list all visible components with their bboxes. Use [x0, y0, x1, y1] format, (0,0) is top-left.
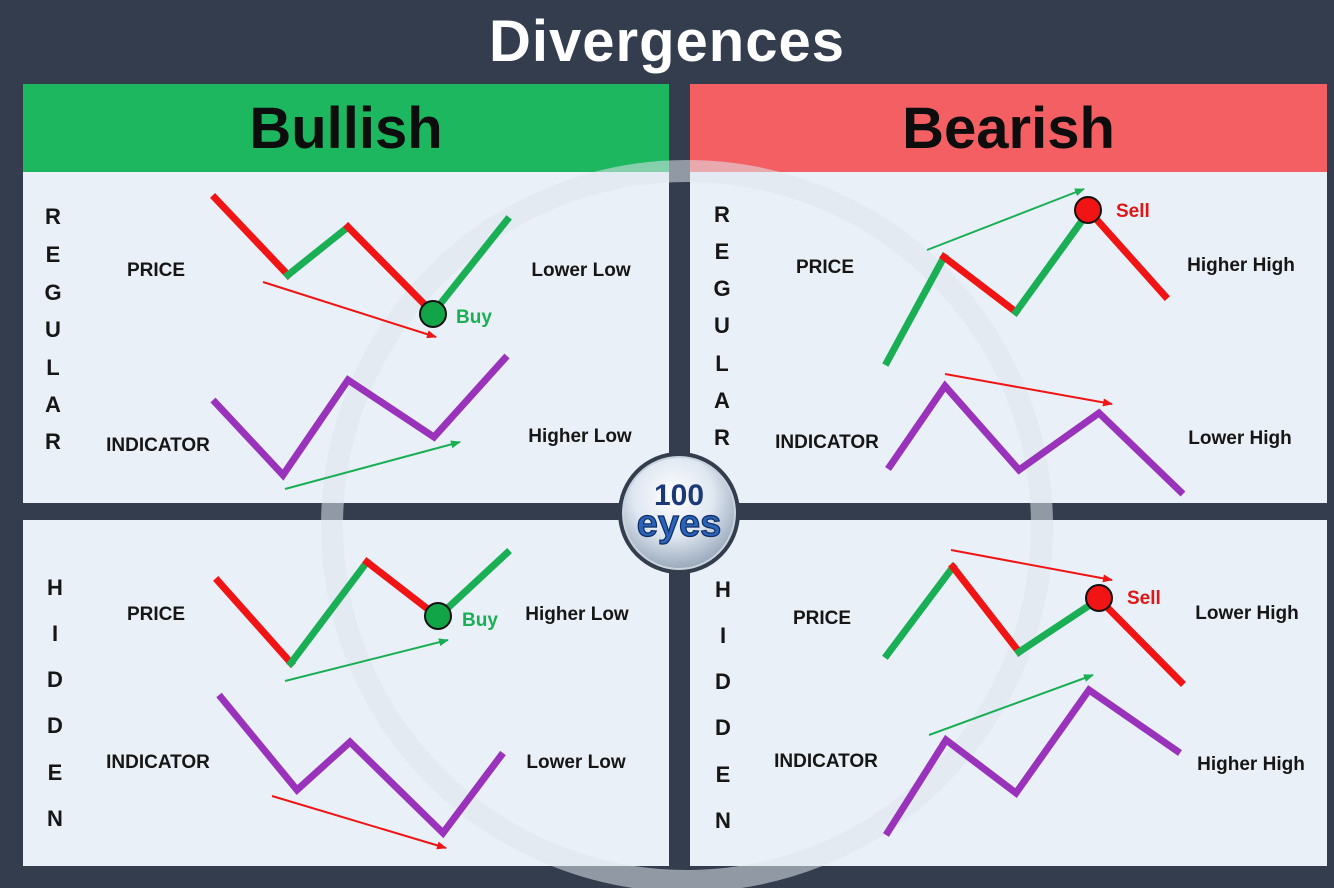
indicator-line: [210, 353, 510, 481]
side-label-bearish-hidden: H I D D E N: [715, 577, 731, 833]
bullish-header: Bullish: [23, 84, 669, 172]
price-line-segment: [210, 193, 293, 280]
side-letter: N: [715, 808, 731, 833]
indicator-label: INDICATOR: [106, 435, 210, 456]
side-letter: E: [716, 762, 731, 787]
indicator-trend-arrow: [928, 674, 1094, 736]
side-letter: L: [715, 351, 728, 376]
price-result-label: Higher Low: [525, 604, 629, 625]
price-trend-arrow: [926, 188, 1085, 251]
indicator-label: INDICATOR: [774, 751, 878, 772]
side-label-bullish-hidden: H I D D E N: [47, 575, 63, 831]
logo-number: 100: [654, 479, 704, 512]
indicator-result-label: Higher High: [1197, 754, 1305, 775]
indicator-line: [216, 692, 506, 839]
indicator-trend-arrow: [271, 795, 447, 850]
eyes-logo: 100 eyes: [618, 452, 740, 574]
price-trend-arrow: [950, 549, 1113, 583]
indicator-line: [883, 685, 1182, 837]
indicator-result-label: Lower High: [1188, 428, 1291, 449]
price-line-segment: [428, 215, 512, 318]
bearish-header: Bearish: [690, 84, 1327, 172]
price-line-segment: [286, 557, 372, 668]
side-letter: G: [713, 276, 730, 301]
indicator-label: INDICATOR: [106, 752, 210, 773]
indicator-trend-arrow: [944, 373, 1113, 407]
indicator-line: [885, 380, 1186, 497]
zigzag-lines: [210, 193, 1186, 839]
price-line-segment: [213, 576, 296, 668]
side-letter: A: [714, 388, 730, 413]
indicator-result-label: Higher Low: [528, 426, 632, 447]
side-letter: I: [720, 623, 726, 648]
side-letter: D: [47, 713, 63, 738]
side-letter: A: [45, 392, 61, 417]
side-letter: I: [52, 621, 58, 646]
buy-label: Buy: [462, 610, 498, 631]
side-letter: R: [45, 204, 61, 229]
side-letter: R: [45, 429, 61, 454]
side-letter: U: [45, 317, 61, 342]
side-letter: N: [47, 806, 63, 831]
side-label-bullish-regular: R E G U L A R: [44, 204, 61, 454]
price-line-segment: [1094, 594, 1186, 687]
indicator-result-label: Lower Low: [526, 752, 625, 773]
side-letter: E: [48, 760, 63, 785]
side-letter: L: [46, 355, 59, 380]
price-label: PRICE: [793, 608, 851, 629]
price-label: PRICE: [127, 260, 185, 281]
side-letter: D: [47, 667, 63, 692]
buy-marker: [419, 300, 447, 328]
price-line-segment: [1084, 206, 1170, 301]
price-line-segment: [362, 557, 443, 622]
price-result-label: Higher High: [1187, 255, 1295, 276]
sell-marker: [1085, 584, 1113, 612]
price-line-segment: [882, 252, 949, 367]
side-letter: H: [47, 575, 63, 600]
buy-marker: [424, 602, 452, 630]
price-result-label: Lower High: [1195, 603, 1298, 624]
side-letter: D: [715, 715, 731, 740]
sell-marker: [1074, 196, 1102, 224]
price-trend-arrow: [262, 281, 437, 339]
buy-label: Buy: [456, 307, 492, 328]
indicator-trend-arrow: [284, 440, 461, 490]
side-label-bearish-regular: R E G U L A R: [713, 202, 730, 450]
price-line-segment: [1014, 594, 1104, 657]
side-letter: H: [715, 577, 731, 602]
side-letter: G: [44, 280, 61, 305]
page-title: Divergences: [489, 9, 845, 74]
price-line-segment: [1011, 206, 1094, 317]
price-label: PRICE: [127, 604, 185, 625]
side-letter: E: [715, 239, 730, 264]
watermark-ring: [321, 160, 1053, 888]
price-label: PRICE: [796, 257, 854, 278]
price-result-label: Lower Low: [531, 260, 630, 281]
sell-label: Sell: [1127, 588, 1161, 609]
price-line-segment: [882, 562, 958, 660]
price-line-segment: [343, 222, 438, 318]
side-letter: R: [714, 425, 730, 450]
side-letter: U: [714, 313, 730, 338]
price-trend-arrow: [284, 638, 449, 682]
logo-disc: [622, 456, 736, 570]
indicator-label: INDICATOR: [775, 432, 879, 453]
price-line-segment: [939, 252, 1021, 317]
price-line-segment: [948, 562, 1024, 657]
price-line-segment: [283, 222, 353, 280]
price-line-segment: [433, 548, 512, 622]
sell-label: Sell: [1116, 201, 1150, 222]
side-letter: D: [715, 669, 731, 694]
side-letter: E: [46, 242, 61, 267]
panel-bearish-regular: [690, 172, 1327, 503]
side-letter: R: [714, 202, 730, 227]
logo-word: eyes: [637, 503, 722, 545]
